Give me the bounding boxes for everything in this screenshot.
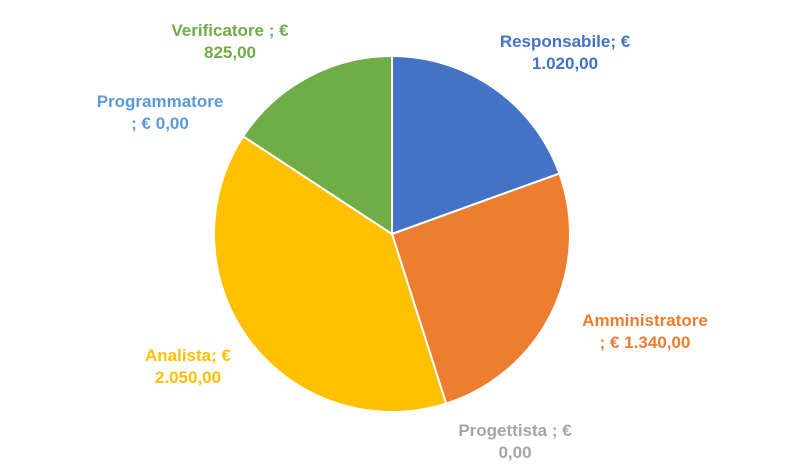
data-label-programmatore: Programmatore ; € 0,00	[65, 91, 255, 135]
data-label-responsabile-line2: 1.020,00	[531, 54, 599, 73]
data-label-analista: Analista; € 2.050,00	[98, 345, 278, 389]
pie-slice-amministratore	[390, 172, 571, 405]
data-label-responsabile-line1: Responsabile; €	[499, 32, 631, 51]
data-label-verificatore-line1: Verificatore ; €	[171, 21, 289, 40]
data-label-verificatore-line2: 825,00	[204, 43, 256, 62]
data-label-programmatore-line2: ; € 0,00	[131, 114, 189, 133]
pie-slice-analista	[213, 134, 448, 414]
data-label-amministratore: Amministratore ; € 1.340,00	[545, 310, 745, 354]
data-label-progettista-line1: Progettista ; €	[458, 421, 572, 440]
data-label-amministratore-line1: Amministratore	[582, 311, 708, 330]
data-label-progettista-line2: 0,00	[498, 443, 532, 462]
data-label-analista-line2: 2.050,00	[154, 368, 222, 387]
data-label-programmatore-line1: Programmatore	[96, 92, 224, 111]
data-label-verificatore: Verificatore ; € 825,00	[140, 20, 320, 64]
data-label-amministratore-line2: ; € 1.340,00	[599, 333, 691, 352]
pie-slice-verificatore	[241, 54, 393, 236]
pie-slice-responsabile	[391, 54, 561, 236]
data-label-progettista: Progettista ; € 0,00	[420, 420, 610, 464]
data-label-responsabile: Responsabile; € 1.020,00	[470, 31, 660, 75]
data-label-analista-line1: Analista; €	[145, 346, 231, 365]
